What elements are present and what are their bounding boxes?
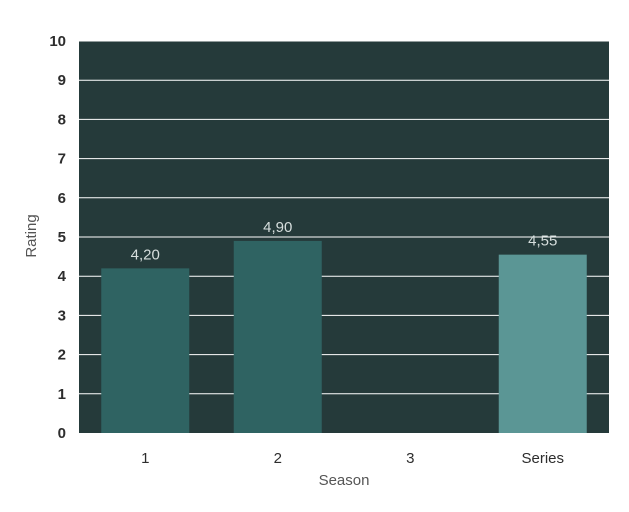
- bars: [101, 240, 587, 433]
- x-axis-ticks: 1 2 3 Series: [141, 450, 564, 467]
- bar: [498, 254, 587, 433]
- data-label: 4,55: [528, 233, 557, 250]
- y-tick-label: 2: [58, 347, 66, 364]
- y-tick-label: 8: [58, 111, 66, 128]
- bar: [233, 240, 322, 433]
- x-tick-label: 3: [406, 450, 414, 467]
- data-label: 4,20: [131, 246, 160, 263]
- y-tick-label: 5: [58, 229, 66, 246]
- data-labels: 4,20 4,90 4,55: [131, 219, 558, 263]
- y-tick-label: 7: [58, 151, 66, 168]
- y-tick-label: 10: [49, 33, 66, 50]
- x-axis-title: Season: [319, 472, 370, 489]
- y-tick-label: 9: [58, 72, 66, 89]
- x-tick-label: 2: [274, 450, 282, 467]
- y-tick-label: 3: [58, 307, 66, 324]
- bar: [101, 268, 190, 433]
- y-axis-ticks: 0 1 2 3 4 5 6 7 8 9 10: [49, 33, 66, 442]
- x-tick-label: Series: [521, 450, 564, 467]
- y-axis-title: Rating: [23, 214, 40, 257]
- y-tick-label: 1: [58, 386, 66, 403]
- y-tick-label: 6: [58, 190, 66, 207]
- y-tick-label: 4: [58, 268, 67, 285]
- x-tick-label: 1: [141, 450, 149, 467]
- data-label: 4,90: [263, 219, 292, 236]
- y-tick-label: 0: [58, 425, 66, 442]
